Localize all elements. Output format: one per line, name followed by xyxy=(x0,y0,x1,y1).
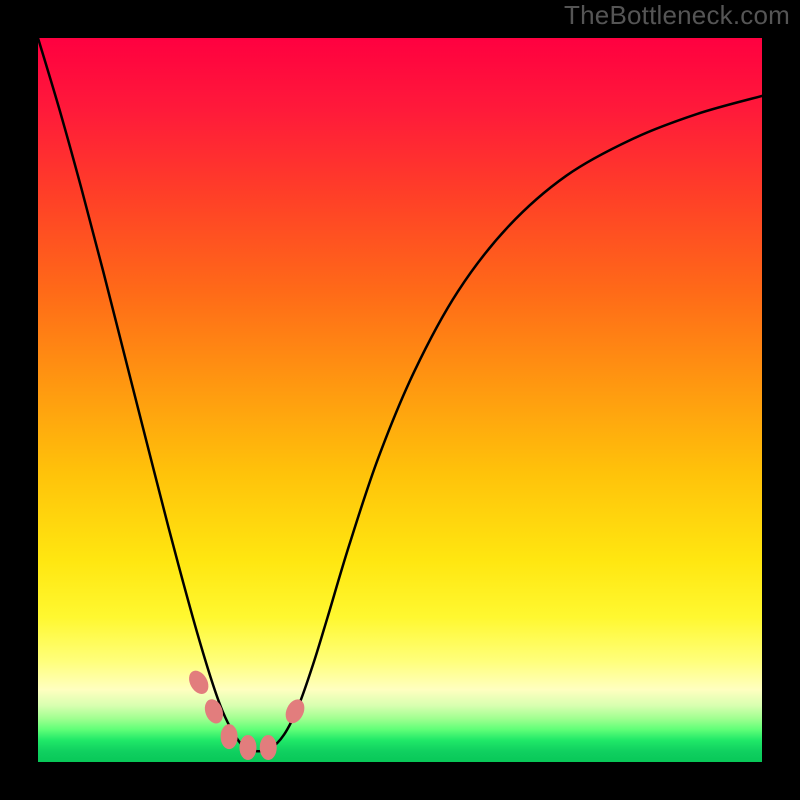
curve-marker xyxy=(240,736,256,760)
curve-marker xyxy=(260,736,276,760)
bottleneck-chart xyxy=(0,0,800,800)
curve-marker xyxy=(221,725,237,749)
heat-gradient-panel xyxy=(38,38,762,762)
watermark-text: TheBottleneck.com xyxy=(564,0,790,31)
